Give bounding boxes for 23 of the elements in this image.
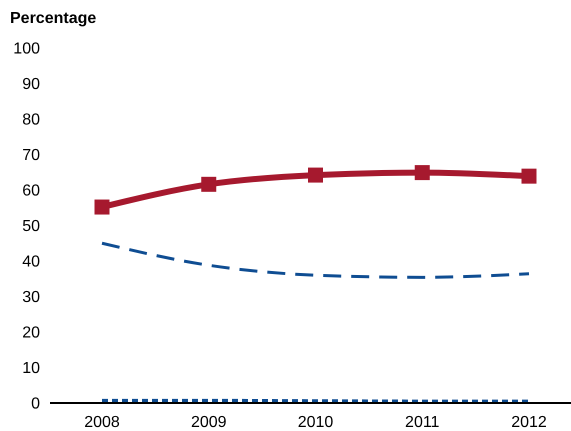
y-tick-label: 50 bbox=[22, 218, 40, 236]
point bbox=[201, 176, 216, 192]
y-tick-label: 30 bbox=[22, 289, 40, 306]
y-tick-label: 80 bbox=[22, 112, 40, 129]
line-series bbox=[100, 242, 530, 279]
y-tick-label: 70 bbox=[22, 147, 40, 164]
point bbox=[308, 168, 323, 183]
x-tick-label: 2010 bbox=[298, 414, 334, 431]
x-tick-label: 2009 bbox=[190, 414, 227, 431]
x-tick-label: 2011 bbox=[405, 414, 440, 431]
y-axis-title: Percentage bbox=[10, 10, 96, 27]
y-tick-label: 20 bbox=[22, 324, 40, 342]
point bbox=[522, 168, 536, 184]
y-tick-label: 40 bbox=[22, 254, 40, 271]
x-tick-label: 2012 bbox=[511, 414, 547, 431]
y-tick-label: 100 bbox=[13, 40, 40, 58]
point bbox=[414, 165, 430, 180]
point bbox=[94, 200, 110, 215]
y-tick-label: 60 bbox=[22, 182, 40, 200]
y-tick-label: 10 bbox=[22, 360, 40, 378]
x-tick-label: 2008 bbox=[84, 414, 120, 431]
y-tick-label: 0 bbox=[31, 396, 40, 413]
y-tick-label: 90 bbox=[22, 76, 40, 94]
